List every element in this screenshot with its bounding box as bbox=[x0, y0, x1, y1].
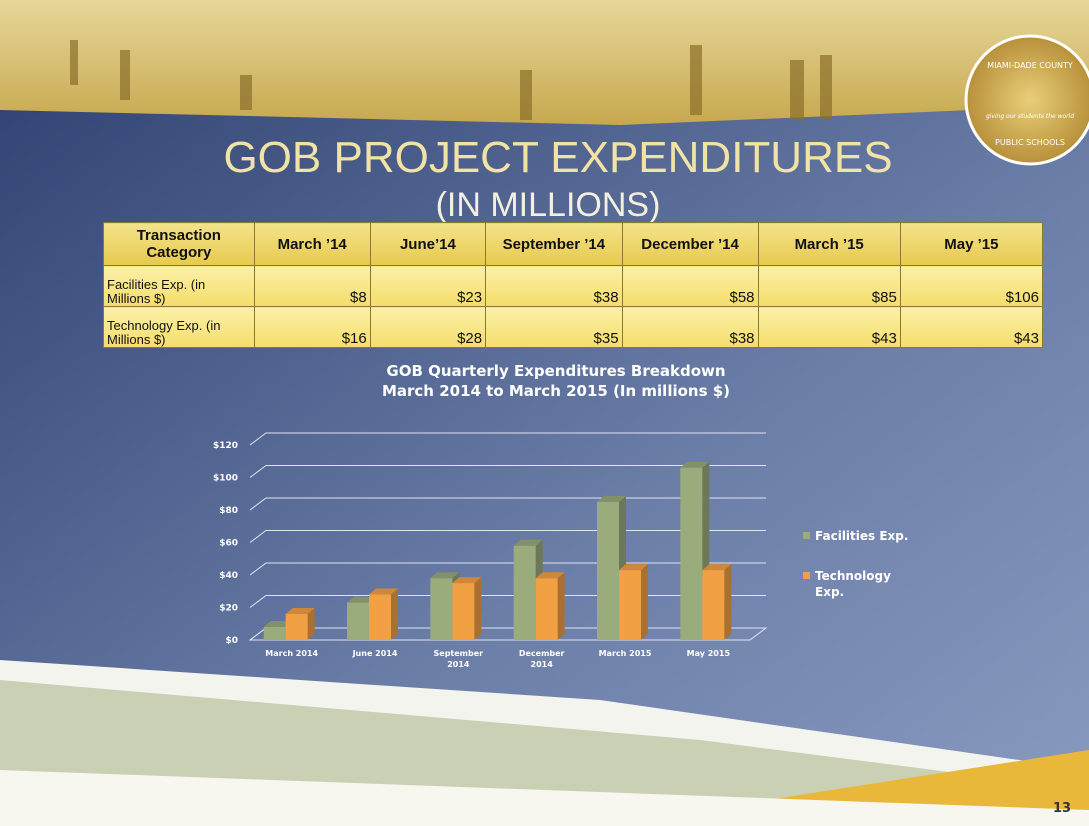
y-tick-label: $20 bbox=[219, 604, 238, 614]
table-cell: Facilities Exp. (in Millions $) bbox=[103, 265, 255, 307]
bar-top bbox=[285, 608, 315, 614]
banner bbox=[0, 0, 1089, 125]
legend-swatch bbox=[803, 572, 810, 579]
table-row: Technology Exp. (in Millions $) $16 $28 $35… bbox=[103, 306, 1044, 348]
grid-line bbox=[249, 432, 766, 446]
expenditure-table: Transaction Category March ’14 June’14 Sept… bbox=[103, 222, 1044, 348]
table-cell: $58 bbox=[621, 265, 759, 307]
bar bbox=[263, 627, 286, 640]
x-tick-label: September 2014 bbox=[434, 649, 484, 669]
logo-top: MIAMI-DADE COUNTY bbox=[987, 61, 1073, 70]
x-tick-label: December 2014 bbox=[519, 649, 565, 669]
table-cell: $43 bbox=[757, 306, 901, 348]
header-cell: September ’14 bbox=[485, 222, 623, 266]
bar bbox=[597, 501, 619, 640]
bar bbox=[347, 602, 369, 640]
bar-side bbox=[391, 588, 398, 640]
header-cell: December ’14 bbox=[621, 222, 759, 266]
bar-top bbox=[619, 564, 648, 571]
legend-label: Facilities Exp. bbox=[815, 529, 908, 543]
y-tick-label: $120 bbox=[213, 441, 238, 451]
table-cell: $38 bbox=[621, 306, 759, 348]
silhouettes bbox=[70, 40, 832, 120]
bar-top bbox=[347, 596, 376, 603]
table-cell: $35 bbox=[485, 306, 623, 348]
page-number: 13 bbox=[1053, 801, 1071, 816]
bar bbox=[680, 467, 703, 640]
bar-side bbox=[474, 577, 482, 640]
bar bbox=[285, 614, 308, 640]
table-cell: $43 bbox=[899, 306, 1044, 348]
table-cell: $8 bbox=[253, 265, 371, 307]
bar bbox=[369, 594, 391, 640]
y-tick-label: $40 bbox=[219, 571, 238, 581]
bar-top bbox=[597, 495, 626, 502]
y-tick-label: $0 bbox=[225, 636, 238, 646]
chart-title: GOB Quarterly Expenditures Breakdown bbox=[386, 362, 725, 380]
table-cell: $85 bbox=[757, 265, 901, 307]
chart: $0 $20 $40 $60 $80 $100 $120 March 2014 June 201… bbox=[213, 432, 908, 669]
slide-title: GOB PROJECT EXPENDITURES bbox=[223, 133, 892, 182]
swoosh-light bbox=[0, 770, 1089, 826]
bar bbox=[702, 570, 725, 640]
table-cell: $106 bbox=[899, 265, 1044, 307]
bar bbox=[535, 578, 558, 640]
bar-top bbox=[452, 577, 482, 584]
bar bbox=[619, 570, 641, 640]
header-cell: March ’14 bbox=[253, 222, 371, 266]
x-tick-label: May 2015 bbox=[687, 649, 731, 658]
bar bbox=[513, 545, 536, 640]
header-cell: Transaction Category bbox=[103, 222, 255, 266]
legend-swatch bbox=[803, 532, 810, 539]
bar-top bbox=[430, 572, 460, 579]
bar-side bbox=[307, 608, 315, 640]
bar-side bbox=[724, 564, 732, 640]
bar bbox=[430, 578, 453, 640]
bar-top bbox=[513, 539, 543, 546]
slide-subtitle: (IN MILLIONS) bbox=[436, 186, 661, 224]
table-cell: $38 bbox=[485, 265, 623, 307]
bar-side bbox=[557, 572, 565, 640]
bar-top bbox=[680, 461, 710, 468]
x-tick-label: June 2014 bbox=[352, 649, 398, 658]
legend-entry: Technology Exp. bbox=[803, 568, 910, 600]
logo-bottom: PUBLIC SCHOOLS bbox=[995, 138, 1065, 147]
table-cell: $23 bbox=[369, 265, 487, 307]
bar-top bbox=[535, 572, 565, 579]
x-tick-label: March 2014 bbox=[265, 649, 318, 658]
table-cell: Technology Exp. (in Millions $) bbox=[103, 306, 255, 348]
y-tick-label: $100 bbox=[213, 474, 238, 484]
legend-label: Technology Exp. bbox=[815, 569, 891, 599]
logo bbox=[964, 34, 1089, 166]
bar-side bbox=[641, 564, 648, 640]
table-row: Facilities Exp. (in Millions $) $8 $23 $38 $… bbox=[103, 265, 1044, 307]
x-tick-label: March 2015 bbox=[599, 649, 652, 658]
bar-top bbox=[369, 588, 398, 595]
grid-line bbox=[249, 497, 766, 511]
header-cell: March ’15 bbox=[757, 222, 901, 266]
grid-line bbox=[249, 465, 766, 478]
table-cell: $16 bbox=[253, 306, 371, 348]
header-row: Transaction Category March ’14 June’14 Sept… bbox=[103, 222, 1044, 266]
logo-middle: giving our students the world bbox=[986, 113, 1074, 120]
bar-top bbox=[702, 564, 732, 571]
header-cell: June’14 bbox=[369, 222, 487, 266]
bar bbox=[452, 583, 475, 640]
bar-top bbox=[263, 621, 293, 627]
y-tick-label: $80 bbox=[219, 506, 238, 516]
table-cell: $28 bbox=[369, 306, 487, 348]
y-tick-label: $60 bbox=[219, 539, 238, 549]
header-cell: May ’15 bbox=[899, 222, 1044, 266]
chart-subtitle: March 2014 to March 2015 (In millions $) bbox=[382, 382, 730, 400]
